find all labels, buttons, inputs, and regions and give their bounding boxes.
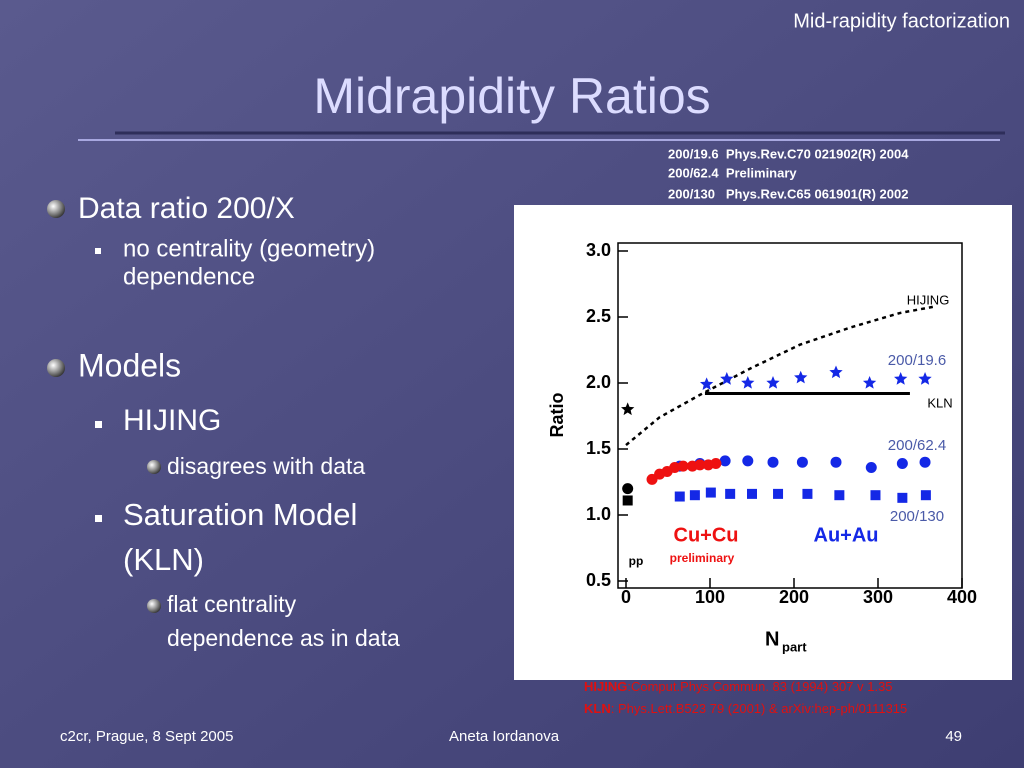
point <box>741 376 755 389</box>
point <box>699 377 714 390</box>
point <box>918 372 932 385</box>
bullet <box>95 515 102 522</box>
y-tick-label: 1.0 <box>586 504 611 524</box>
line-label: HIJING <box>907 292 950 307</box>
point <box>865 461 877 473</box>
bullet-text: flat centrality <box>167 591 297 617</box>
ref: 200/130 Phys.Rev.C65 061901(R) 2002 <box>668 186 908 201</box>
bullet-text: Models <box>78 347 181 383</box>
annotation: preliminary <box>670 551 735 565</box>
point <box>694 459 706 471</box>
point <box>622 495 633 506</box>
point <box>621 402 635 416</box>
point <box>742 455 754 467</box>
point <box>720 372 734 385</box>
citation-key: KLN <box>584 701 611 716</box>
point <box>766 376 780 389</box>
point <box>796 456 808 468</box>
point <box>773 488 784 499</box>
plot-frame <box>617 242 963 589</box>
point <box>710 458 722 470</box>
x-tick-label: 300 <box>863 587 893 607</box>
point <box>669 461 681 473</box>
footer-center: Aneta Iordanova <box>449 728 560 745</box>
x-tick-label: 400 <box>947 587 977 607</box>
y-tick-label: 1.5 <box>586 438 611 458</box>
citation-key: HIJING <box>584 679 627 694</box>
topic: Mid-rapidity factorization <box>793 10 1010 32</box>
y-axis-label: Ratio <box>547 392 567 437</box>
bullet <box>147 460 161 474</box>
y-tick-label: 0.5 <box>586 570 611 590</box>
ref: 200/62.4 Preliminary <box>668 165 797 180</box>
point <box>689 490 700 501</box>
point <box>862 376 877 389</box>
bullet-text: dependence <box>123 263 255 290</box>
annotation: Au+Au <box>814 524 879 546</box>
bullet-text: no centrality (geometry) <box>123 235 375 262</box>
bullet-text: dependence as in data <box>167 625 400 651</box>
title: Midrapidity Ratios <box>313 68 710 124</box>
y-tick-label: 2.5 <box>586 306 611 326</box>
citation: HIJING:Comput.Phys.Commun. 83 (1994) 307… <box>584 679 893 694</box>
point <box>829 365 843 379</box>
point <box>834 490 845 501</box>
bullet <box>47 359 65 377</box>
series-label: pp <box>629 554 644 568</box>
point <box>747 488 757 499</box>
point <box>674 491 685 502</box>
bullet-text: Saturation Model <box>123 497 357 532</box>
y-tick-label: 3.0 <box>586 240 611 260</box>
x-axis-label-sub: part <box>782 639 807 654</box>
point <box>919 456 931 468</box>
x-axis-label: N <box>765 628 779 650</box>
point <box>705 487 716 498</box>
x-tick-label: 0 <box>621 587 631 607</box>
point <box>622 483 634 495</box>
series-label: 200/19.6 <box>888 352 946 369</box>
bullet <box>95 421 102 428</box>
model-line <box>625 305 936 447</box>
page-number: 49 <box>945 728 962 745</box>
point <box>802 488 813 499</box>
point <box>830 456 842 468</box>
chart-background <box>514 205 1012 680</box>
point <box>894 372 908 385</box>
footer-left: c2cr, Prague, 8 Sept 2005 <box>60 728 233 745</box>
bullet-text: Data ratio 200/X <box>78 192 295 225</box>
bullet-text: (KLN) <box>123 542 204 577</box>
y-tick-label: 2.0 <box>586 372 611 392</box>
ref: 200/19.6 Phys.Rev.C70 021902(R) 2004 <box>668 146 909 161</box>
x-tick-label: 200 <box>779 587 809 607</box>
point <box>870 490 881 501</box>
bullet <box>47 200 65 218</box>
point <box>767 456 779 468</box>
point <box>920 490 931 501</box>
chart: Ratio N part HIJING KLN 200/19.6 200/62.… <box>514 205 1012 680</box>
point <box>719 455 731 467</box>
citation-text: :Comput.Phys.Commun. 83 (1994) 307 v 1.3… <box>627 679 892 694</box>
series-label: Cu+Cu <box>674 524 739 546</box>
bullet-text: disagrees with data <box>167 453 365 479</box>
point <box>677 460 689 472</box>
point <box>794 370 808 384</box>
bullet <box>147 599 161 613</box>
citation-text: : Phys.Lett.B523 79 (2001) & arXiv:hep-p… <box>611 701 908 716</box>
citation: KLN: Phys.Lett.B523 79 (2001) & arXiv:he… <box>584 701 907 716</box>
series-label: 200/130 <box>890 508 944 525</box>
series-label: 200/62.4 <box>888 437 946 454</box>
point <box>725 488 736 499</box>
point <box>897 492 908 503</box>
point <box>896 458 908 470</box>
line-label: KLN <box>927 395 952 410</box>
bullet-text: HIJING <box>123 404 221 437</box>
bullet <box>95 248 101 254</box>
x-tick-label: 100 <box>695 587 725 607</box>
